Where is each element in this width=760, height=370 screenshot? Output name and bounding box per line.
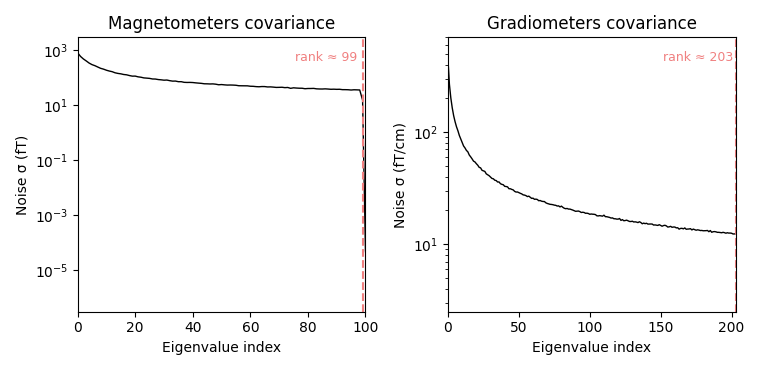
Y-axis label: Noise σ (fT): Noise σ (fT)	[15, 134, 29, 215]
Y-axis label: Noise σ (fT/cm): Noise σ (fT/cm)	[394, 121, 407, 228]
Text: rank ≈ 203: rank ≈ 203	[663, 51, 733, 64]
Text: rank ≈ 99: rank ≈ 99	[295, 51, 357, 64]
X-axis label: Eigenvalue index: Eigenvalue index	[532, 341, 651, 355]
Title: Gradiometers covariance: Gradiometers covariance	[487, 15, 697, 33]
Title: Magnetometers covariance: Magnetometers covariance	[108, 15, 335, 33]
X-axis label: Eigenvalue index: Eigenvalue index	[162, 341, 281, 355]
